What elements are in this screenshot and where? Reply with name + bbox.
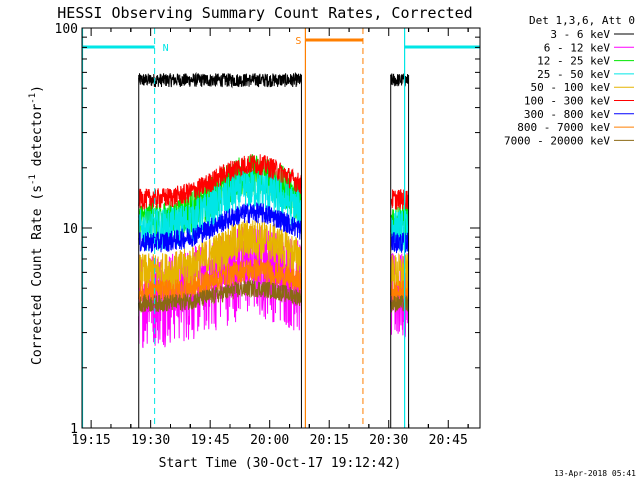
legend-label-8: 800 - 7000 keV: [517, 121, 610, 134]
series-line-7-segment-1: [138, 202, 302, 253]
series-line-8-segment-1: [138, 258, 302, 305]
legend-label-2: 6 - 12 keV: [544, 41, 611, 54]
series-line-1-segment-2: [390, 73, 409, 87]
x-tick-label-1: 19:15: [72, 433, 111, 448]
x-tick-label-7: 20:45: [429, 433, 468, 448]
x-tick-label-2: 19:30: [131, 433, 170, 448]
series-line-9-segment-1: [138, 280, 302, 313]
y-tick-label-2: 10: [62, 222, 78, 237]
series-line-4-segment-1: [138, 169, 302, 252]
y-axis-label-end: ): [30, 85, 45, 93]
y-tick-label-3: 100: [55, 22, 78, 37]
annotation-label-saa: S: [295, 36, 301, 47]
legend-label-9: 7000 - 20000 keV: [504, 134, 610, 147]
x-tick-label-5: 20:15: [310, 433, 349, 448]
axes: 19:15 19:30 19:45 20:00 20:15 20:30 20:45 1 10 10…: [55, 22, 481, 448]
series-line-9-segment-2: [390, 294, 409, 313]
chart-title: HESSI Observing Summary Count Rates, Cor…: [57, 4, 472, 22]
y-axis-label-main: Corrected Count Rate (s: [30, 185, 45, 365]
legend-label-5: 50 - 100 keV: [531, 81, 611, 94]
series-line-1-segment-1: [138, 71, 302, 89]
series-line-4-segment-2: [390, 210, 409, 252]
legend-title: Det 1,3,6, Att 0: [529, 14, 635, 27]
y-axis-label-sup1: -1: [28, 174, 38, 185]
x-tick-label-3: 19:45: [191, 433, 230, 448]
annotation-label-night: N: [163, 43, 169, 54]
legend-label-1: 3 - 6 keV: [550, 28, 610, 41]
y-axis-label-mid: detector: [30, 104, 45, 175]
x-tick-label-6: 20:30: [369, 433, 408, 448]
series-line-5-segment-2: [390, 252, 409, 294]
series-line-8-segment-2: [390, 280, 409, 305]
y-axis-label: Corrected Count Rate (s-1 detector-1): [28, 85, 45, 365]
timestamp: 13-Apr-2018 05:41: [554, 469, 636, 478]
series-line-6-segment-1: [138, 154, 302, 210]
x-axis-label: Start Time (30-Oct-17 19:12:42): [159, 456, 402, 471]
legend-label-7: 300 - 800 keV: [524, 108, 610, 121]
series-line-6-segment-2: [390, 189, 409, 210]
legend-label-6: 100 - 300 keV: [524, 95, 610, 108]
legend-label-4: 25 - 50 keV: [537, 68, 610, 81]
series-layer: [138, 71, 409, 348]
y-axis-label-sup2: -1: [28, 93, 38, 104]
x-tick-label-4: 20:00: [250, 433, 289, 448]
series-line-7-segment-2: [390, 232, 409, 254]
series-line-5-segment-1: [138, 220, 302, 295]
y-tick-label-1: 1: [70, 422, 78, 437]
legend-label-3: 12 - 25 keV: [537, 55, 610, 68]
